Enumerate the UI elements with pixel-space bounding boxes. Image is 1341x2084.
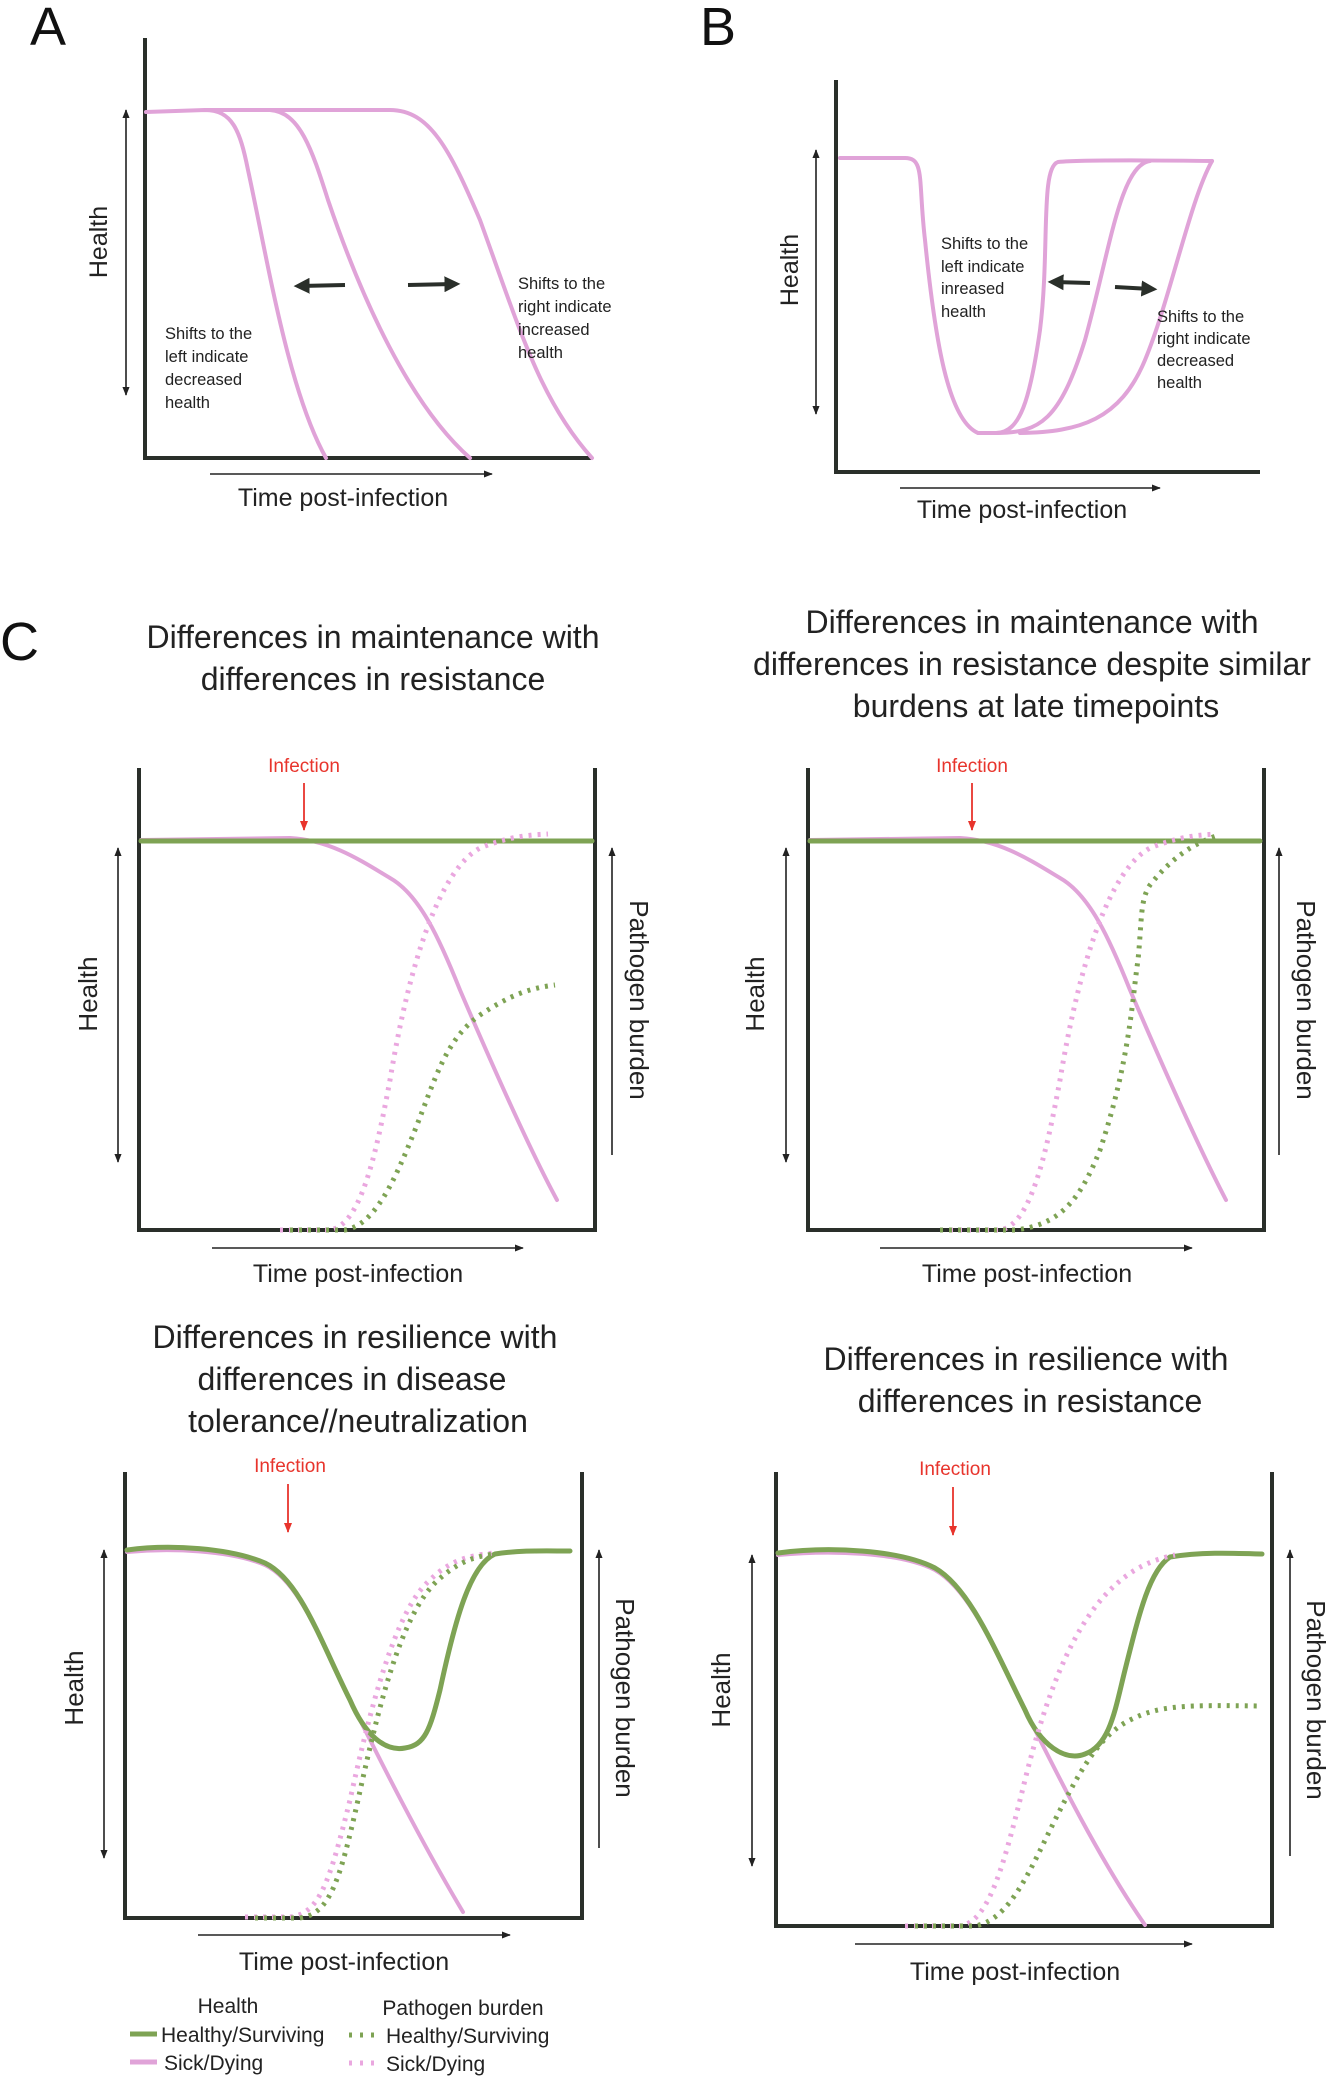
legend: Health Pathogen burden Healthy/Surviving… xyxy=(130,1995,549,2076)
panel-c3-title-line2: differences in disease xyxy=(198,1361,507,1397)
panel-b-axes xyxy=(834,80,1260,474)
legend-healthy-burden-label: Healthy/Surviving xyxy=(386,2025,549,2048)
svg-text:decreased: decreased xyxy=(165,371,242,389)
panel-c3-title-line1: Differences in resilience with xyxy=(153,1319,558,1355)
legend-health-heading: Health xyxy=(198,1995,259,2018)
panel-c-letter: C xyxy=(0,612,39,672)
panel-b-left-shift-arrow xyxy=(1047,274,1091,291)
panel-c2-right-label: Pathogen burden xyxy=(1291,900,1321,1100)
panel-b-curve-middle xyxy=(994,159,1152,435)
panel-c4-healthy-health xyxy=(775,1547,1265,1759)
panel-c3-sick-burden xyxy=(245,1550,496,1920)
svg-text:decreased: decreased xyxy=(1157,352,1234,370)
svg-text:right indicate: right indicate xyxy=(518,298,612,316)
panel-a-letter: A xyxy=(30,0,66,57)
panel-c2-title-line2: differences in resistance despite simila… xyxy=(753,646,1311,682)
panel-c4-right-label: Pathogen burden xyxy=(1301,1600,1331,1800)
panel-a-y-label: Health xyxy=(85,206,113,278)
panel-a-curve-left xyxy=(144,108,328,460)
panel-a-right-shift-arrow xyxy=(407,276,461,293)
svg-text:left indicate: left indicate xyxy=(941,258,1024,276)
svg-text:Shifts to the: Shifts to the xyxy=(941,235,1028,253)
panel-b: B Health Time post-infection Shifts to t… xyxy=(700,0,1260,524)
svg-text:Shifts to the: Shifts to the xyxy=(165,325,252,343)
panel-c1: Differences in maintenance with differen… xyxy=(73,619,654,1288)
panel-c4-frame xyxy=(774,1472,1274,1928)
svg-text:health: health xyxy=(518,344,563,362)
panel-c1-healthy-burden xyxy=(290,982,556,1233)
panel-c2-sick-burden xyxy=(950,831,1217,1233)
panel-c4-title-line2: differences in resistance xyxy=(858,1383,1202,1419)
panel-c1-sick-burden xyxy=(280,831,549,1233)
panel-a-axes xyxy=(143,38,592,460)
panel-a-x-label: Time post-infection xyxy=(238,484,448,512)
panel-b-curve-left xyxy=(838,156,1214,435)
panel-c1-infection-label: Infection xyxy=(268,756,340,777)
panel-c4: Differences in resilience with differenc… xyxy=(706,1341,1331,1986)
panel-c3-infection-label: Infection xyxy=(254,1456,326,1477)
panel-a-right-note: Shifts to the right indicate increased h… xyxy=(518,275,612,362)
panel-b-curve-right xyxy=(1018,159,1214,435)
panel-c1-sick-health xyxy=(139,836,559,1202)
panel-c1-frame xyxy=(137,768,597,1232)
legend-sick-burden-label: Sick/Dying xyxy=(386,2053,485,2076)
panel-c3-title-line3: tolerance//neutralization xyxy=(188,1403,528,1439)
legend-sick-health-label: Sick/Dying xyxy=(164,2052,263,2075)
panel-c4-healthy-burden xyxy=(915,1703,1261,1929)
panel-b-x-label: Time post-infection xyxy=(917,496,1127,524)
panel-c2-healthy-burden xyxy=(940,833,1217,1233)
svg-text:increased: increased xyxy=(518,321,590,339)
panel-c1-y-label: Health xyxy=(73,956,103,1031)
panel-a-left-note: Shifts to the left indicate decreased he… xyxy=(165,325,252,412)
svg-text:right indicate: right indicate xyxy=(1157,330,1251,348)
svg-text:Shifts to the: Shifts to the xyxy=(518,275,605,293)
panel-a-curve-middle xyxy=(203,108,472,460)
panel-a-left-shift-arrow xyxy=(293,277,346,294)
panel-c4-infection-label: Infection xyxy=(919,1459,991,1480)
panel-c1-right-label: Pathogen burden xyxy=(624,900,654,1100)
panel-c3-frame xyxy=(123,1472,584,1920)
panel-c1-title-line1: Differences in maintenance with xyxy=(147,619,600,655)
svg-text:left indicate: left indicate xyxy=(165,348,248,366)
svg-text:health: health xyxy=(941,303,986,321)
panel-b-left-note: Shifts to the left indicate inreased hea… xyxy=(941,235,1028,321)
panel-c2: Differences in maintenance with differen… xyxy=(740,604,1321,1288)
panel-c3-y-label: Health xyxy=(59,1650,89,1725)
svg-text:health: health xyxy=(1157,374,1202,392)
panel-b-right-shift-arrow xyxy=(1114,280,1158,297)
panel-c4-title-line1: Differences in resilience with xyxy=(824,1341,1229,1377)
panel-b-letter: B xyxy=(700,0,736,57)
panel-b-right-note: Shifts to the right indicate decreased h… xyxy=(1157,308,1251,392)
panel-c2-title-line3: burdens at late timepoints xyxy=(853,688,1219,724)
panel-c2-y-label: Health xyxy=(740,956,770,1031)
panel-c1-x-label: Time post-infection xyxy=(253,1260,463,1288)
panel-c2-sick-health xyxy=(808,836,1228,1202)
svg-text:health: health xyxy=(165,394,210,412)
panel-a-curve-right xyxy=(268,108,594,460)
svg-text:Shifts to the: Shifts to the xyxy=(1157,308,1244,326)
panel-c4-y-label: Health xyxy=(706,1652,736,1727)
panel-c4-sick-burden xyxy=(905,1552,1176,1929)
panel-c2-infection-label: Infection xyxy=(936,756,1008,777)
svg-text:inreased: inreased xyxy=(941,280,1004,298)
panel-c2-x-label: Time post-infection xyxy=(922,1260,1132,1288)
panel-c2-title-line1: Differences in maintenance with xyxy=(806,604,1259,640)
panel-c4-sick-health xyxy=(776,1550,1147,1927)
panel-c4-x-label: Time post-infection xyxy=(910,1958,1120,1986)
panel-c3-healthy-health xyxy=(124,1544,573,1752)
panel-c3: Differences in resilience with differenc… xyxy=(59,1319,640,1976)
panel-c3-right-label: Pathogen burden xyxy=(610,1598,640,1798)
panel-b-y-label: Health xyxy=(776,234,804,306)
legend-healthy-health-label: Healthy/Surviving xyxy=(161,2024,324,2047)
legend-pathogen-heading: Pathogen burden xyxy=(382,1997,543,2020)
panel-c1-title-line2: differences in resistance xyxy=(201,661,545,697)
panel-c3-healthy-burden xyxy=(255,1551,496,1921)
panel-c3-x-label: Time post-infection xyxy=(239,1948,449,1976)
panel-a: A Health Time post-infection Shifts to t… xyxy=(30,0,612,512)
panel-c2-frame xyxy=(806,768,1266,1232)
